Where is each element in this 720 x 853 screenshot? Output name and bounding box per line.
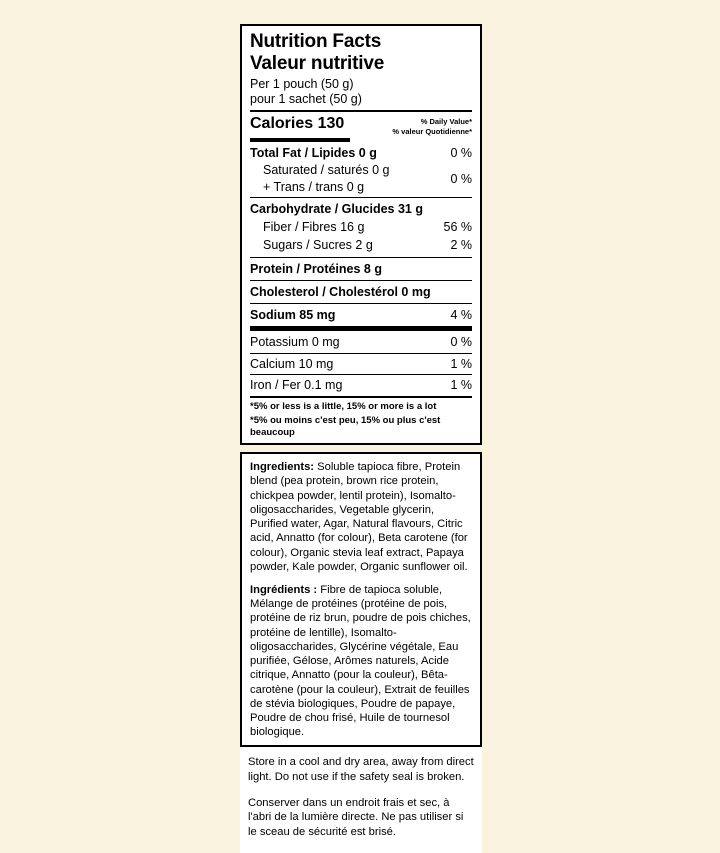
table-row-sugars: Sugars / Sucres 2 g 2 %	[250, 236, 472, 254]
carbohydrate-label: Carbohydrate / Glucides 31 g	[250, 201, 423, 216]
iron-label: Iron / Fer 0.1 mg	[250, 377, 343, 392]
divider-above-iron	[250, 373, 472, 375]
divider-above-footnote	[250, 396, 472, 399]
sodium-label: Sodium 85 mg	[250, 308, 336, 323]
daily-value-header-en: % Daily Value*	[420, 116, 472, 126]
nutrition-facts-panel: Nutrition Facts Valeur nutritive Per 1 p…	[240, 24, 482, 446]
saturated-fat-label: Saturated / saturés 0 g	[263, 163, 390, 178]
divider-above-calories	[250, 109, 472, 112]
table-row-carbohydrate: Carbohydrate / Glucides 31 g	[250, 200, 472, 218]
storage-panel: Store in a cool and dry area, away from …	[240, 747, 482, 853]
sugars-pct: 2 %	[450, 238, 472, 253]
nutrition-title-en: Nutrition Facts	[250, 31, 382, 52]
divider-above-carbohydrate	[250, 196, 472, 198]
calories-row: Calories 130 % Daily Value* % valeur Quo…	[250, 114, 472, 137]
sodium-pct: 4 %	[450, 308, 472, 323]
table-row-iron: Iron / Fer 0.1 mg 1 %	[250, 376, 472, 394]
ingredients-fr: Ingrédients : Fibre de tapioca soluble, …	[250, 583, 472, 739]
ingredients-en: Ingredients: Soluble tapioca fibre, Prot…	[250, 460, 472, 574]
calcium-pct: 1 %	[450, 356, 472, 371]
ingredients-panel: Ingredients: Soluble tapioca fibre, Prot…	[240, 452, 482, 748]
table-row-potassium: Potassium 0 mg 0 %	[250, 333, 472, 351]
footnote-fr: *5% ou moins c'est peu, 15% ou plus c'es…	[250, 414, 441, 438]
daily-value-header-fr: % valeur Quotidienne*	[392, 127, 472, 137]
sugars-label: Sugars / Sucres 2 g	[263, 238, 373, 253]
footnote-en: *5% or less is a little, 15% or more is …	[250, 401, 437, 413]
serving-size-en: Per 1 pouch (50 g)	[250, 76, 354, 91]
total-fat-pct: 0 %	[450, 146, 472, 161]
calories-underline	[250, 138, 350, 143]
potassium-label: Potassium 0 mg	[250, 335, 340, 350]
divider-above-cholesterol	[250, 279, 472, 281]
table-row-fat-subgroup: Saturated / saturés 0 g + Trans / trans …	[250, 162, 472, 195]
divider-above-potassium	[250, 326, 472, 332]
potassium-pct: 0 %	[450, 335, 472, 350]
storage-text-fr: Conserver dans un endroit frais et sec, …	[248, 796, 464, 838]
trans-fat-label: + Trans / trans 0 g	[263, 179, 365, 194]
total-fat-label: Total Fat / Lipides 0 g	[250, 146, 377, 161]
ingredients-text-en: Soluble tapioca fibre, Protein blend (pe…	[250, 461, 468, 573]
fiber-label: Fiber / Fibres 16 g	[263, 220, 365, 235]
ingredients-label-en: Ingredients:	[250, 461, 315, 474]
daily-value-header: % Daily Value* % valeur Quotidienne*	[392, 114, 472, 137]
nutrition-title-fr: Valeur nutritive	[250, 52, 385, 74]
divider-above-calcium	[250, 352, 472, 354]
protein-label: Protein / Protéines 8 g	[250, 261, 382, 276]
table-row-cholesterol: Cholesterol / Cholestérol 0 mg	[250, 283, 472, 301]
table-row-fiber: Fiber / Fibres 16 g 56 %	[250, 218, 472, 236]
saturated-trans-pct: 0 %	[450, 171, 472, 186]
ingredients-text-fr: Fibre de tapioca soluble, Mélange de pro…	[250, 583, 471, 739]
ingredients-label-fr: Ingrédients :	[250, 583, 318, 596]
calcium-label: Calcium 10 mg	[250, 356, 334, 371]
table-row-sodium: Sodium 85 mg 4 %	[250, 306, 472, 324]
divider-above-protein	[250, 256, 472, 258]
table-row-protein: Protein / Protéines 8 g	[250, 260, 472, 278]
calories-value: Calories 130	[250, 114, 345, 132]
fiber-pct: 56 %	[443, 220, 473, 235]
storage-text-en: Store in a cool and dry area, away from …	[248, 756, 474, 783]
iron-pct: 1 %	[450, 377, 472, 392]
divider-above-sodium	[250, 303, 472, 305]
table-row-calcium: Calcium 10 mg 1 %	[250, 355, 472, 373]
serving-size-fr: pour 1 sachet (50 g)	[250, 92, 362, 107]
product-label: Nutrition Facts Valeur nutritive Per 1 p…	[240, 24, 482, 853]
table-row-total-fat: Total Fat / Lipides 0 g 0 %	[250, 144, 472, 162]
cholesterol-label: Cholesterol / Cholestérol 0 mg	[250, 284, 431, 299]
